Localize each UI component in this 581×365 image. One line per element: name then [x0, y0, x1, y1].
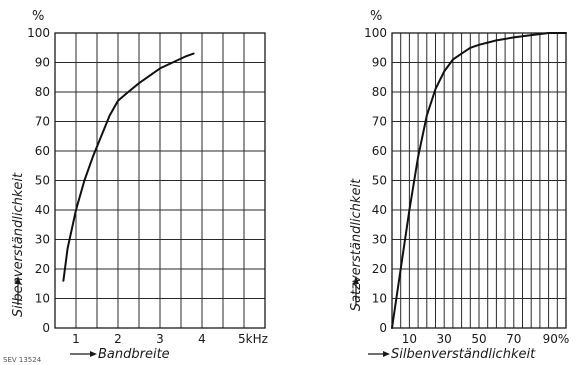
x-tick-label: 5kHz	[238, 332, 268, 346]
grid	[391, 32, 567, 329]
plot-frame	[54, 32, 266, 329]
y-tick-label: 30	[372, 233, 387, 247]
y-axis-title: Silbenverständlichkeit	[11, 172, 26, 317]
y-tick-label: 40	[372, 203, 387, 217]
y-axis-arrowhead	[353, 276, 359, 284]
series-curve	[391, 32, 567, 329]
y-tick-label: 0	[379, 321, 387, 335]
y-tick-label: 70	[35, 115, 50, 129]
x-axis-arrowhead	[90, 351, 97, 357]
chart-bandbreite: 0 10 20 30 40 50 60 70 80 90 100 1 2 3 4 5kHz% Silbenver…	[11, 9, 268, 362]
y-tick-label: 90	[372, 56, 387, 70]
x-tick-label: 50	[471, 332, 486, 346]
y-unit-label: %	[370, 9, 382, 24]
y-tick-label: 60	[35, 144, 50, 158]
y-unit-label: %	[32, 9, 44, 24]
y-tick-label: 40	[35, 203, 50, 217]
x-axis-title: Bandbreite	[98, 347, 170, 362]
y-tick-label: 100	[364, 26, 387, 40]
x-tick-label: 30	[437, 332, 452, 346]
y-tick-label: 50	[35, 174, 50, 188]
grid	[54, 32, 266, 329]
y-tick-label: 30	[35, 233, 50, 247]
y-tick-label: 90	[35, 56, 50, 70]
x-tick-label: 4	[198, 332, 206, 346]
y-tick-label: 70	[372, 115, 387, 129]
y-tick-label: 80	[35, 85, 50, 99]
y-tick-label: 100	[27, 26, 50, 40]
y-tick-label: 60	[372, 144, 387, 158]
x-tick-label: 90%	[543, 332, 570, 346]
x-tick-label: 3	[156, 332, 164, 346]
y-tick-label: 20	[35, 262, 50, 276]
y-tick-label: 10	[372, 292, 387, 306]
y-axis-arrowhead	[15, 276, 21, 284]
x-axis-arrowhead	[383, 351, 390, 357]
y-tick-label: 50	[372, 174, 387, 188]
x-tick-label: 2	[114, 332, 122, 346]
chart-satzverstaendlichkeit: 0 10 20 30 40 50 60 70 80 90 100 10 30 50 70 90%% Satzve…	[349, 9, 569, 362]
figure-reference: SEV 13524	[3, 356, 42, 364]
y-tick-label: 80	[372, 85, 387, 99]
y-axis-title: Satzverständlichkeit	[349, 178, 364, 311]
y-tick-label: 10	[35, 292, 50, 306]
y-tick-label: 0	[42, 321, 50, 335]
x-tick-label: 70	[506, 332, 521, 346]
x-tick-label: 10	[402, 332, 417, 346]
x-tick-label: 1	[72, 332, 80, 346]
y-tick-label: 20	[372, 262, 387, 276]
x-axis-title: Silbenverständlichkeit	[391, 347, 536, 362]
series-curve	[62, 52, 195, 282]
plot-frame	[391, 32, 567, 329]
